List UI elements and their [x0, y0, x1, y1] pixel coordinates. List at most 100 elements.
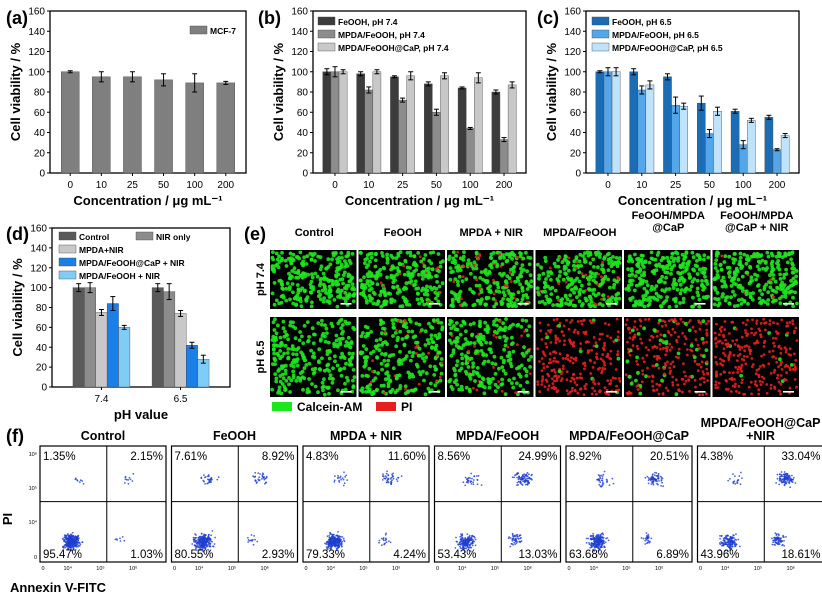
- cell-dot: [669, 333, 673, 337]
- cell-dot: [538, 390, 542, 394]
- cell-dot: [410, 354, 415, 358]
- cell-dot: [429, 381, 433, 386]
- cell-dot: [671, 327, 675, 331]
- cell-dot: [607, 323, 611, 326]
- cell-dot: [492, 304, 496, 309]
- cell-dot: [292, 358, 296, 363]
- bar: [611, 71, 621, 174]
- cell-dot: [579, 342, 583, 345]
- event-dot: [512, 538, 514, 540]
- cell-dot: [349, 340, 354, 344]
- event-dot: [203, 536, 206, 538]
- event-dot: [333, 479, 336, 482]
- event-dot: [69, 541, 71, 544]
- cell-dot: [318, 283, 322, 288]
- event-dot: [207, 537, 210, 540]
- event-dot: [79, 543, 82, 546]
- cell-dot: [603, 386, 607, 390]
- bar: [629, 71, 638, 174]
- cell-dot: [343, 270, 347, 275]
- cell-dot: [693, 263, 698, 268]
- cell-dot: [790, 266, 795, 271]
- event-dot: [127, 479, 130, 481]
- cell-dot: [660, 324, 664, 328]
- cell-dot: [609, 382, 613, 385]
- cell-dot: [688, 319, 692, 322]
- cell-dot: [556, 303, 561, 307]
- cell-dot: [748, 291, 752, 296]
- cell-dot: [490, 361, 495, 366]
- cell-dot: [391, 353, 396, 357]
- cell-dot: [282, 351, 286, 356]
- event-dot: [480, 484, 483, 486]
- cell-dot: [579, 264, 584, 268]
- cell-dot: [616, 330, 620, 334]
- cell-dot: [316, 289, 321, 294]
- cell-dot: [302, 289, 307, 294]
- cell-dot: [651, 346, 655, 349]
- event-dot: [194, 539, 197, 542]
- cell-dot: [541, 350, 545, 354]
- cell-dot: [412, 254, 417, 259]
- cell-dot: [367, 283, 372, 288]
- legend-label: MCF-7: [210, 26, 236, 36]
- cell-dot: [636, 370, 640, 375]
- cell-dot: [365, 300, 369, 305]
- y-tick-label: 20: [297, 148, 309, 159]
- cell-dot: [633, 325, 636, 329]
- cell-dot: [310, 326, 315, 331]
- event-dot: [342, 484, 345, 487]
- cell-dot: [570, 319, 574, 322]
- cell-dot: [449, 384, 454, 389]
- cell-dot: [330, 380, 335, 385]
- cell-dot: [440, 361, 444, 365]
- cell-dot: [311, 351, 316, 356]
- cell-dot: [594, 271, 599, 276]
- event-dot: [386, 481, 388, 484]
- cell-dot: [381, 254, 385, 258]
- flow-y-axis-title: PI: [0, 513, 15, 525]
- cell-dot: [617, 256, 622, 261]
- event-dot: [76, 541, 78, 544]
- cell-dot: [529, 354, 533, 359]
- event-dot: [68, 538, 71, 541]
- cell-dot: [648, 299, 652, 303]
- event-dot: [340, 543, 342, 546]
- cell-dot: [282, 334, 287, 339]
- cell-dot: [317, 367, 322, 371]
- cell-dot: [274, 331, 279, 336]
- cell-dot: [344, 361, 348, 366]
- cell-dot: [349, 356, 354, 360]
- event-dot: [344, 476, 346, 478]
- cell-dot: [721, 292, 725, 296]
- cell-dot: [408, 266, 412, 270]
- cell-dot: [375, 356, 380, 360]
- cell-dot: [456, 250, 460, 254]
- event-dot: [336, 541, 339, 544]
- cell-dot: [312, 332, 316, 337]
- legend-label: MPDA/FeOOH, pH 6.5: [612, 30, 699, 40]
- event-dot: [258, 476, 261, 479]
- cell-dot: [351, 385, 356, 390]
- cell-dot: [791, 367, 795, 371]
- cell-dot: [740, 357, 744, 361]
- event-dot: [75, 546, 78, 548]
- event-dot: [391, 479, 393, 482]
- cell-dot: [755, 369, 759, 372]
- cell-dot: [330, 279, 335, 283]
- cell-dot: [473, 344, 476, 348]
- cell-dot: [761, 380, 765, 384]
- cell-dot: [468, 389, 472, 394]
- cell-dot: [405, 334, 410, 339]
- cell-dot: [638, 384, 643, 388]
- event-dot: [70, 544, 72, 547]
- cell-dot: [324, 291, 328, 295]
- cell-dot: [511, 349, 516, 354]
- cell-dot: [435, 354, 439, 357]
- cell-dot: [528, 256, 533, 260]
- event-dot: [207, 542, 210, 544]
- cell-dot: [735, 338, 739, 342]
- cell-dot: [371, 349, 376, 354]
- x-axis-title: Concentration / μg mL⁻¹: [618, 193, 767, 208]
- legend-swatch: [189, 25, 208, 35]
